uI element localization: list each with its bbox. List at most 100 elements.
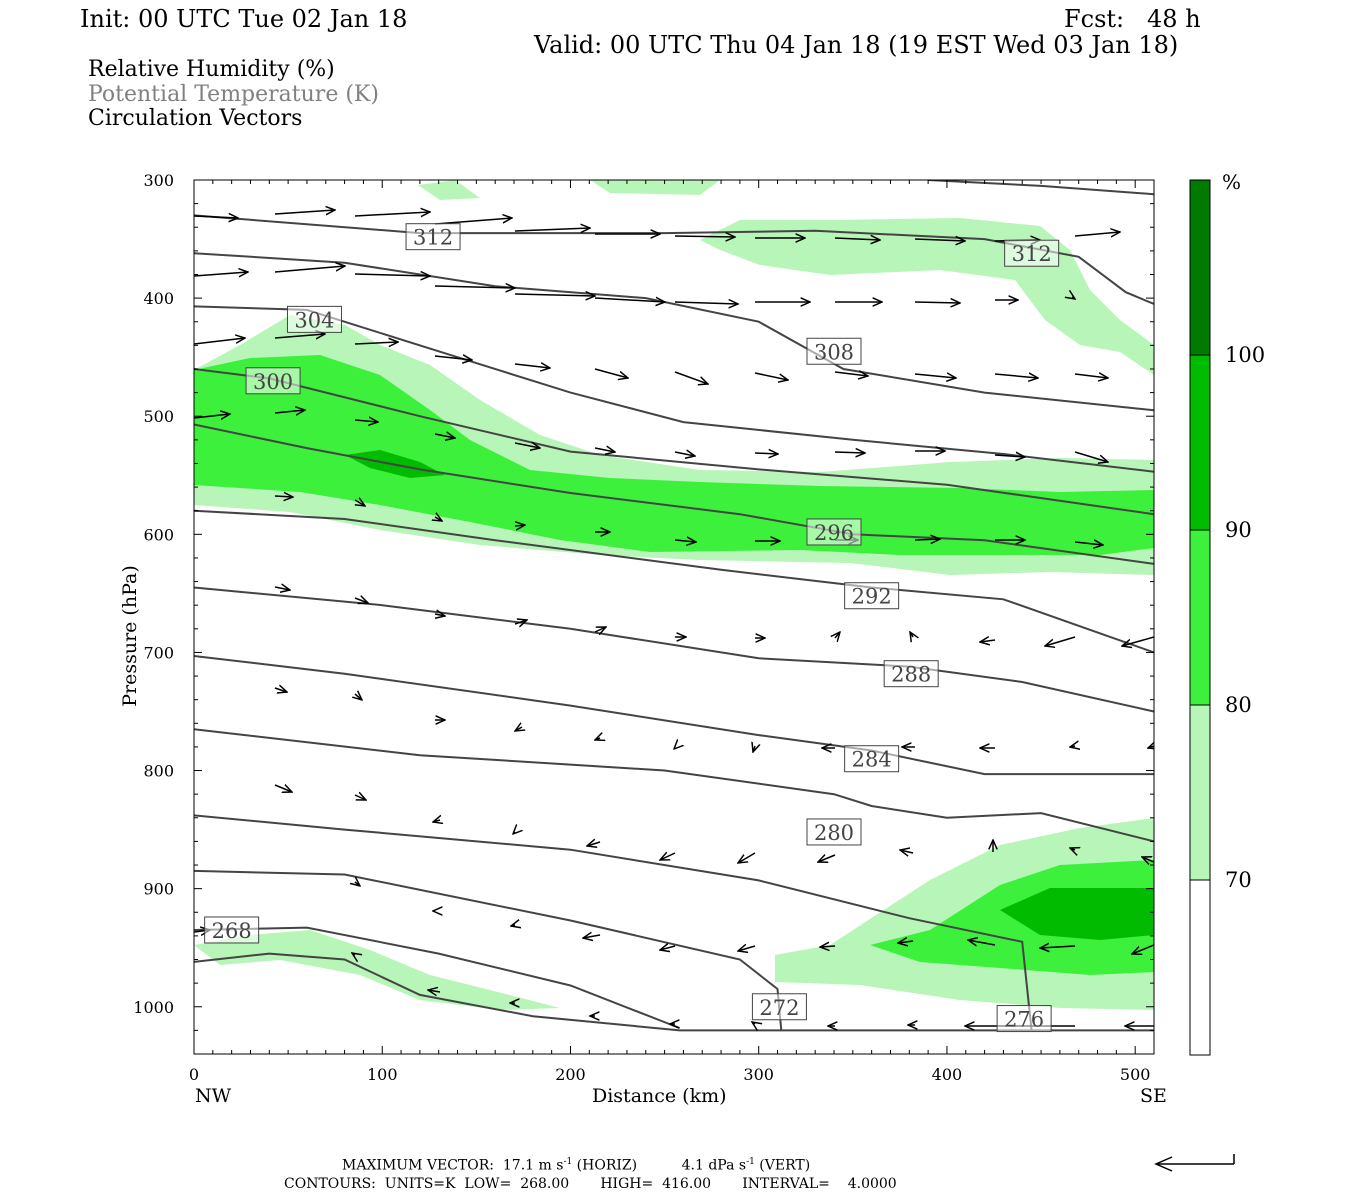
colorbar-bin-low <box>1190 880 1210 1055</box>
contour-label: 288 <box>891 663 931 687</box>
vector <box>514 620 527 624</box>
vector <box>594 627 606 632</box>
x-tick-label: 0 <box>189 1065 199 1084</box>
rh-area-90 <box>1000 888 1154 940</box>
theta-contour-line <box>194 655 1154 776</box>
rh-area-70 <box>700 218 1154 375</box>
contour-label: 304 <box>294 308 334 332</box>
colorbar-bin-70 <box>1190 705 1210 880</box>
x-tick-label: 300 <box>743 1065 774 1084</box>
vector <box>674 302 738 304</box>
vector <box>274 785 292 792</box>
contour-label: 272 <box>759 996 799 1020</box>
x-axis-label: Distance (km) <box>592 1085 727 1107</box>
y-tick-label: 400 <box>143 289 174 308</box>
vector <box>1072 297 1075 299</box>
rh-area-80 <box>194 355 1154 555</box>
contour-label-box <box>245 367 301 395</box>
vector <box>968 940 996 945</box>
vector <box>754 372 788 380</box>
rh-area-70 <box>194 930 560 1010</box>
vector <box>914 374 956 378</box>
y-tick-label: 700 <box>143 643 174 662</box>
vector <box>434 434 455 438</box>
rh-area-70 <box>590 180 720 195</box>
vector <box>914 539 940 540</box>
contour-label-box <box>751 993 807 1021</box>
contour-label-box <box>204 916 260 944</box>
vector <box>274 334 325 338</box>
vector <box>674 540 696 542</box>
theta-contour-line <box>194 952 1154 1032</box>
vector <box>352 953 355 955</box>
contour-label-box <box>806 518 862 546</box>
vector <box>660 853 676 860</box>
vector <box>753 746 755 752</box>
vector <box>834 452 865 453</box>
vector <box>738 946 756 951</box>
vector <box>754 453 778 454</box>
theta-contour-line <box>194 423 1154 565</box>
contour-label-box <box>806 337 862 365</box>
vector <box>433 820 440 822</box>
contour-label: 312 <box>1012 242 1052 266</box>
contour-label-box <box>806 818 862 846</box>
y-tick-label: 1000 <box>133 998 174 1017</box>
vector <box>914 302 960 303</box>
vector <box>994 374 1038 378</box>
vector <box>194 272 248 276</box>
vector <box>583 935 601 938</box>
forecast-hour: Fcst: 48 h <box>1064 5 1201 33</box>
x-tick-label: 500 <box>1120 1065 1151 1084</box>
contour-label: 280 <box>814 821 854 845</box>
colorbar: % 70 80 90 100 <box>1189 170 1265 1056</box>
contour-info: CONTOURS: UNITS=K LOW= 268.00 HIGH= 416.… <box>284 1176 897 1192</box>
colorbar-bin-100 <box>1190 180 1210 355</box>
vector <box>818 855 836 862</box>
contour-label: 300 <box>253 370 293 394</box>
vector <box>513 832 515 834</box>
vector <box>428 990 441 992</box>
contour-label: 268 <box>212 919 252 943</box>
vector <box>274 688 287 692</box>
vector <box>434 356 472 360</box>
theta-contour-line <box>194 509 1154 654</box>
vector <box>1132 944 1154 954</box>
x-tick-label: 200 <box>555 1065 586 1084</box>
vector <box>752 1022 755 1024</box>
vector <box>674 236 735 237</box>
vector <box>595 738 600 740</box>
theta-contour-line <box>194 926 680 1029</box>
vector <box>834 372 868 376</box>
y-axis-label: Pressure (hPa) <box>119 565 141 707</box>
theta-contour-line <box>194 586 1154 713</box>
rh-fill-areas <box>194 180 1154 1010</box>
vector <box>834 238 880 240</box>
vector <box>274 266 345 273</box>
contour-label-box <box>405 223 461 251</box>
colorbar-unit: % <box>1222 170 1241 194</box>
colorbar-level: 90 <box>1225 518 1252 542</box>
x-tick-label: 400 <box>932 1065 963 1084</box>
contour-label-box <box>844 745 900 773</box>
vector <box>515 727 522 731</box>
vector <box>994 455 1025 457</box>
theta-contour-line <box>194 252 1154 412</box>
vector <box>434 218 512 225</box>
vector <box>354 598 368 603</box>
theta-contour-line <box>194 814 1033 1031</box>
vector <box>274 410 305 413</box>
vector <box>660 946 676 950</box>
vector <box>354 420 378 422</box>
vector <box>674 371 708 384</box>
theta-contour-labels: 312 312 308 304 300 296 292 288 284 280 276 272 268 <box>204 223 1060 1033</box>
vector <box>354 795 366 800</box>
valid-time: Valid: 00 UTC Thu 04 Jan 18 (19 EST Wed … <box>534 31 1179 59</box>
vector <box>914 239 965 241</box>
reference-vector <box>1154 1154 1235 1172</box>
contour-label-box <box>844 582 900 610</box>
vector <box>274 587 290 590</box>
contour-label: 284 <box>852 748 892 772</box>
vector <box>274 496 293 497</box>
vector <box>820 946 836 947</box>
